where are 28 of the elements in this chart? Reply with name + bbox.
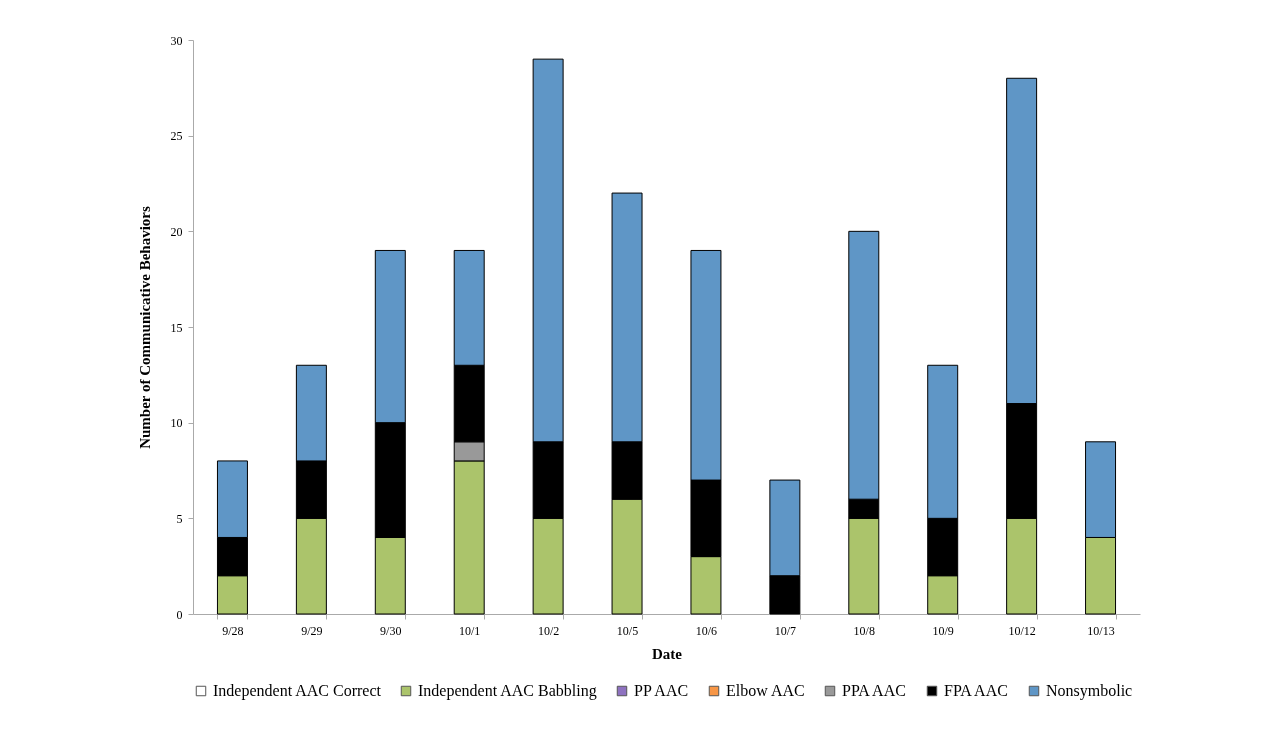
x-tick-label: 9/30 bbox=[380, 623, 402, 638]
x-tick-label: 10/8 bbox=[853, 623, 875, 638]
legend-label: Nonsymbolic bbox=[1046, 682, 1133, 700]
x-tick-label: 10/12 bbox=[1008, 623, 1036, 638]
legend-label: Independent AAC Correct bbox=[213, 682, 382, 700]
x-tick-label: 10/13 bbox=[1087, 623, 1115, 638]
y-tick-label: 5 bbox=[176, 511, 183, 526]
legend-label: Independent AAC Babbling bbox=[418, 682, 597, 700]
x-tick-label: 10/5 bbox=[616, 623, 639, 638]
y-tick-label: 25 bbox=[170, 129, 183, 144]
y-tick-label: 20 bbox=[170, 224, 183, 239]
x-tick-label: 10/9 bbox=[932, 623, 954, 638]
legend-label: FPA AAC bbox=[944, 682, 1008, 699]
legend-label: PPA AAC bbox=[842, 682, 906, 699]
legend-label: PP AAC bbox=[634, 682, 689, 699]
y-tick-label: 10 bbox=[170, 416, 183, 431]
y-axis-title: Number of Communicative Behaviors bbox=[136, 206, 153, 449]
y-tick-label: 0 bbox=[176, 607, 183, 622]
legend-label: Elbow AAC bbox=[726, 682, 805, 699]
x-tick-label: 9/29 bbox=[301, 623, 323, 638]
x-axis-title: Date bbox=[652, 645, 683, 662]
x-tick-label: 10/2 bbox=[537, 623, 560, 638]
x-tick-label: 9/28 bbox=[222, 623, 244, 638]
y-tick-label: 15 bbox=[170, 320, 183, 335]
x-tick-label: 10/7 bbox=[774, 623, 797, 638]
x-tick-label: 10/1 bbox=[459, 623, 481, 638]
x-tick-label: 10/6 bbox=[695, 623, 718, 638]
y-tick-label: 30 bbox=[170, 33, 183, 48]
